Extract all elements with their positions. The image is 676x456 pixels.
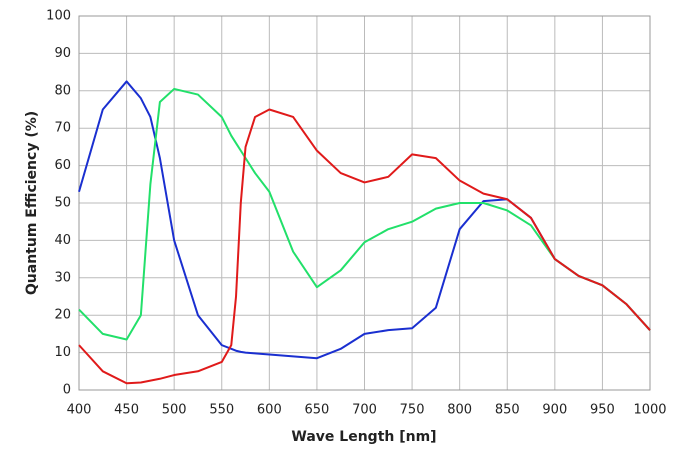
y-tick-label: 70 bbox=[54, 121, 71, 136]
y-tick-label: 90 bbox=[54, 46, 71, 61]
x-axis-title: Wave Length [nm] bbox=[291, 429, 436, 445]
x-tick-label: 500 bbox=[162, 403, 187, 418]
x-tick-label: 600 bbox=[257, 403, 282, 418]
x-tick-label: 450 bbox=[114, 403, 139, 418]
x-tick-label: 400 bbox=[67, 403, 92, 418]
y-tick-label: 30 bbox=[54, 270, 71, 285]
y-tick-label: 10 bbox=[54, 345, 71, 360]
y-tick-label: 0 bbox=[63, 383, 71, 398]
y-tick-label: 50 bbox=[54, 196, 71, 211]
x-tick-label: 700 bbox=[352, 403, 377, 418]
y-tick-label: 20 bbox=[54, 308, 71, 323]
x-tick-label: 1000 bbox=[633, 403, 666, 418]
y-tick-label: 60 bbox=[54, 158, 71, 173]
x-tick-label: 650 bbox=[305, 403, 330, 418]
y-tick-label: 40 bbox=[54, 233, 71, 248]
x-tick-label: 950 bbox=[590, 403, 615, 418]
data-line bbox=[78, 87, 651, 341]
plot-frame bbox=[78, 15, 651, 391]
x-tick-label: 750 bbox=[400, 403, 425, 418]
x-tick-label: 850 bbox=[495, 403, 520, 418]
data-line bbox=[78, 108, 651, 385]
x-tick-label: 900 bbox=[542, 403, 567, 418]
x-tick-label: 800 bbox=[447, 403, 472, 418]
y-axis-title: Quantum Efficiency (%) bbox=[24, 111, 40, 295]
y-tick-label: 100 bbox=[46, 9, 71, 24]
y-tick-label: 80 bbox=[54, 83, 71, 98]
x-tick-label: 550 bbox=[209, 403, 234, 418]
